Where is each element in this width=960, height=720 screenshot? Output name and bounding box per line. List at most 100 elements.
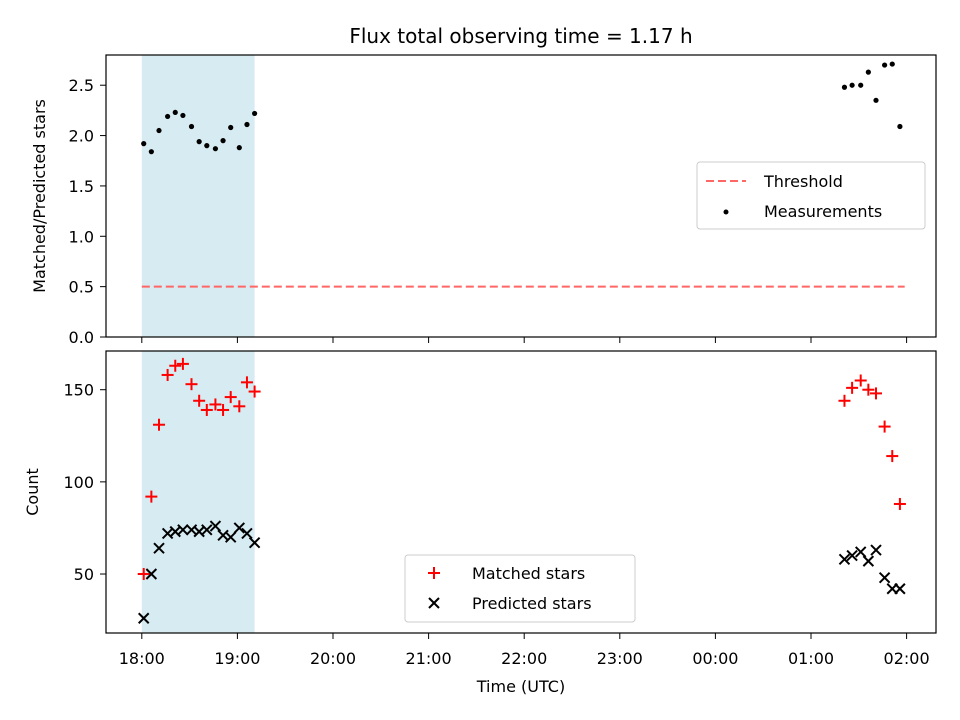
predicted-star-point [138, 612, 150, 624]
legend-predicted-label: Predicted stars [472, 594, 592, 613]
bottom-y-tick-label: 150 [63, 381, 94, 400]
matched-star-point [862, 383, 875, 396]
matched-star-point [870, 387, 883, 400]
predicted-star-point [201, 524, 213, 536]
x-tick-label: 22:00 [501, 649, 547, 668]
measurement-point [196, 139, 202, 145]
x-tick-label: 23:00 [597, 649, 643, 668]
matched-star-point [185, 378, 198, 391]
matched-star-point [200, 403, 213, 416]
matched-star-point [838, 394, 851, 407]
predicted-star-point [838, 553, 851, 565]
x-tick-label: 18:00 [119, 649, 165, 668]
measurement-point [252, 110, 258, 117]
measurement-point [849, 82, 855, 88]
matched-star-point [248, 385, 261, 398]
chart-title: Flux total observing time = 1.17 h [349, 24, 692, 48]
measurement-point [172, 109, 178, 116]
matched-star-point [193, 394, 206, 407]
predicted-star-point [233, 522, 246, 534]
top-y-tick-label: 2.5 [69, 76, 94, 95]
measurement-point [897, 123, 903, 130]
predicted-star-point [846, 549, 858, 562]
legend-matched-swatch [428, 567, 440, 579]
measurement-point [180, 112, 186, 119]
measurement-point [236, 145, 242, 151]
predicted-star-point [894, 583, 906, 595]
x-tick-label: 02:00 [884, 649, 930, 668]
x-axis-label: Time (UTC) [476, 677, 565, 696]
predicted-star-point [145, 568, 158, 580]
legend-matched-label: Matched stars [472, 564, 585, 583]
top-y-tick-label: 2.0 [69, 127, 94, 146]
bottom-y-tick-label: 100 [63, 473, 94, 492]
x-tick-label: 00:00 [692, 649, 738, 668]
predicted-star-point [862, 555, 875, 567]
measurement-point [841, 84, 848, 90]
measurement-point [141, 141, 147, 147]
bottom-y-tick-label: 50 [74, 565, 94, 584]
predicted-star-point [870, 544, 882, 556]
top-y-tick-label: 0.5 [69, 278, 94, 297]
bottom-axes-frame [105, 350, 937, 634]
measurement-point [244, 121, 250, 128]
top-shaded-span [141, 55, 255, 337]
bottom-legend-box [404, 554, 636, 623]
predicted-star-point [248, 536, 261, 549]
matched-star-point [893, 497, 906, 510]
measurement-point [156, 127, 162, 134]
measurement-point [873, 97, 879, 103]
measurement-point [220, 138, 226, 144]
predicted-star-point [153, 542, 165, 554]
predicted-star-point [878, 571, 891, 584]
measurement-point [212, 146, 219, 152]
predicted-star-point [225, 531, 237, 543]
measurement-point [889, 61, 895, 67]
matched-star-point [846, 381, 859, 394]
predicted-star-point [209, 520, 222, 532]
measurement-point [148, 149, 154, 155]
bottom-legend: Matched stars Predicted stars [404, 554, 636, 623]
matched-star-point [217, 403, 230, 416]
legend-threshold-label: Threshold [763, 172, 843, 191]
matched-star-point [169, 359, 182, 372]
matched-star-point [137, 568, 150, 581]
measurement-point [858, 82, 864, 88]
top-axes-frame [105, 54, 937, 338]
matched-star-point [240, 376, 253, 389]
matched-star-point [886, 450, 899, 463]
matched-star-point [145, 490, 158, 503]
predicted-star-point [241, 527, 253, 540]
bottom-ylabel: Count [23, 468, 42, 516]
matched-star-point [233, 400, 246, 413]
matched-star-point [854, 374, 867, 387]
x-tick-label: 20:00 [310, 649, 356, 668]
x-tick-label: 21:00 [406, 649, 452, 668]
matched-star-point [209, 398, 222, 411]
top-ylabel: Matched/Predicted stars [30, 99, 49, 293]
measurement-point [228, 124, 234, 131]
top-panel: 0.0 0.5 1.0 1.5 2.0 2.5 Matched/Predicted sta… [30, 54, 937, 347]
top-y-tick-label: 1.5 [69, 177, 94, 196]
measurement-point [188, 123, 195, 130]
x-tick-label: 01:00 [788, 649, 834, 668]
measurement-point [165, 113, 171, 120]
legend-measurements-swatch [723, 209, 729, 215]
matched-star-point [161, 368, 174, 381]
legend-measurements-label: Measurements [764, 202, 882, 221]
predicted-star-point [177, 524, 189, 536]
measurement-point [882, 62, 888, 68]
top-legend-box [696, 161, 926, 230]
top-legend: Threshold Measurements [696, 161, 926, 230]
matched-star-point [176, 357, 189, 370]
matched-star-point [878, 420, 891, 433]
predicted-star-point [855, 546, 867, 558]
x-tick-label: 19:00 [214, 649, 260, 668]
matched-star-point [153, 418, 166, 431]
legend-predicted-swatch [428, 597, 440, 609]
matched-star-point [224, 391, 237, 404]
bottom-shaded-span [141, 351, 255, 633]
measurement-point [865, 69, 871, 75]
bottom-panel: 50 100 150 18:00 19:00 20:00 21:00 22:00 23:00 0… [23, 350, 937, 696]
